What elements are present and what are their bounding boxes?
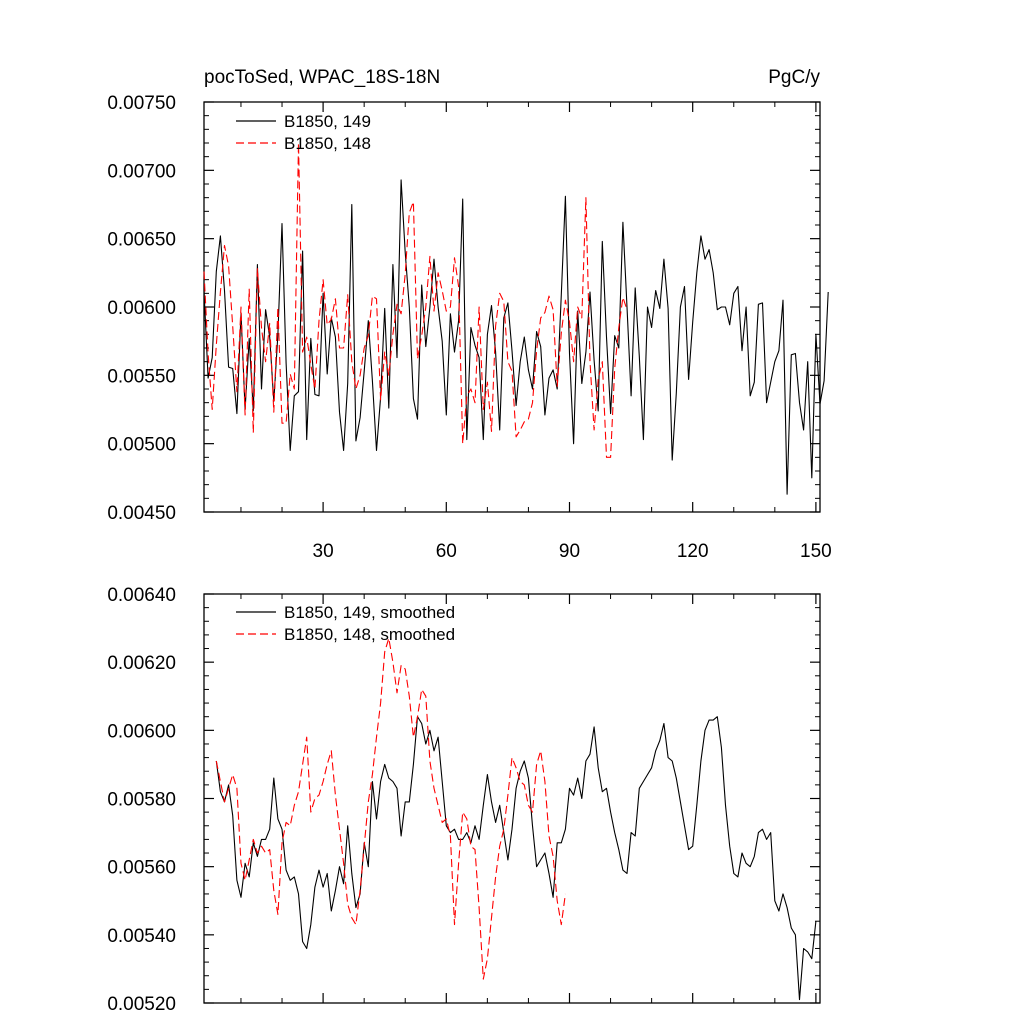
y-tick-label: 0.00500 xyxy=(107,435,176,456)
legend-label: B1850, 149, smoothed xyxy=(284,603,455,622)
legend-label: B1850, 149 xyxy=(284,112,371,131)
plot-frame xyxy=(203,101,821,513)
x-tick-label: 60 xyxy=(436,541,457,562)
legend-label: B1850, 148, smoothed xyxy=(284,625,455,644)
chart-panel-1: 30 60 90 120 150 0.00450 0.00500 0.00550 0.00600… xyxy=(107,93,831,562)
chart-title: pocToSed, WPAC_18S-18N xyxy=(204,67,440,88)
legend-label: B1850, 148 xyxy=(284,134,371,153)
y-tick-label: 0.00550 xyxy=(107,366,176,387)
series-line-2 xyxy=(215,637,566,980)
y-tick-label: 0.00600 xyxy=(107,721,176,742)
chart-units: PgC/y xyxy=(768,67,820,88)
y-tick-label: 0.00520 xyxy=(107,994,176,1015)
x-tick-label: 150 xyxy=(800,541,832,562)
x-tick-label: 30 xyxy=(313,541,334,562)
y-tick-label: 0.00750 xyxy=(107,93,176,114)
x-tick-label: 120 xyxy=(677,541,709,562)
y-tick-label: 0.00450 xyxy=(107,503,176,524)
series-line-1 xyxy=(215,716,817,1001)
chart-panel-2: 0.00520 0.00540 0.00560 0.00580 0.00600 0.006… xyxy=(107,585,821,1015)
series-line-1 xyxy=(203,179,829,495)
y-tick-label: 0.00700 xyxy=(107,161,176,182)
y-tick-label: 0.00560 xyxy=(107,858,176,879)
y-tick-label: 0.00600 xyxy=(107,298,176,319)
y-tick-label: 0.00580 xyxy=(107,790,176,811)
y-tick-label: 0.00640 xyxy=(107,585,176,606)
series-line-2 xyxy=(203,142,628,458)
x-tick-label: 90 xyxy=(559,541,580,562)
y-tick-label: 0.00540 xyxy=(107,926,176,947)
y-tick-label: 0.00620 xyxy=(107,653,176,674)
y-tick-label: 0.00650 xyxy=(107,230,176,251)
